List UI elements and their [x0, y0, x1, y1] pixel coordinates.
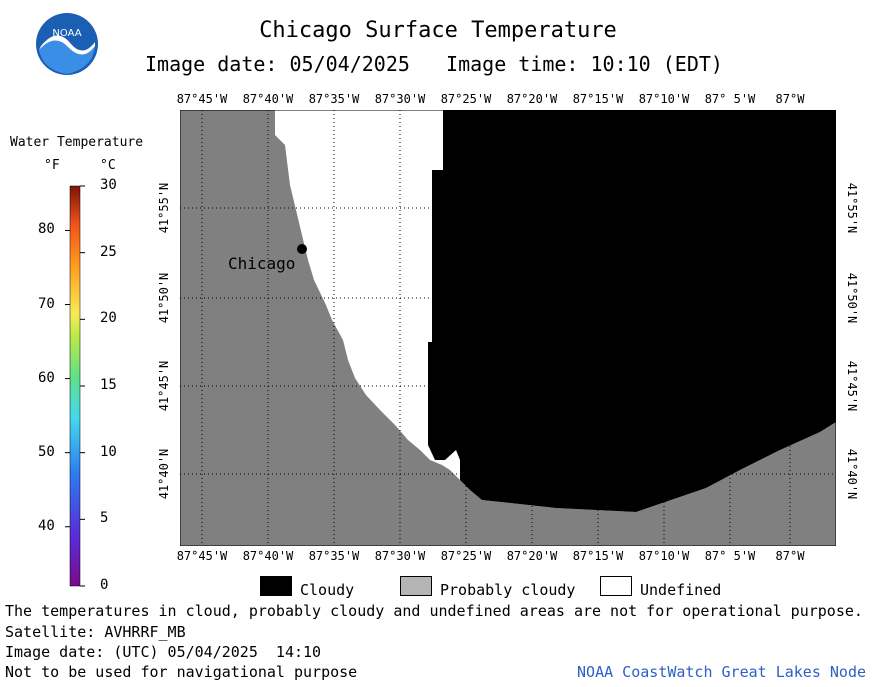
legend-label-probably-cloudy: Probably cloudy [440, 581, 576, 599]
lat-label-right: 41°40'N [845, 448, 859, 500]
city-label-chicago: Chicago [228, 254, 295, 273]
noaa-logo-text: NOAA [52, 28, 81, 39]
unit-celsius: °C [100, 158, 116, 173]
lon-label-bottom: 87°35'W [308, 549, 360, 563]
utc-date-note: Image date: (UTC) 05/04/2025 14:10 [5, 643, 322, 661]
navigation-note: Not to be used for navigational purpose [5, 663, 358, 681]
colorbar [65, 185, 85, 587]
celsius-tick-label: 10 [100, 443, 117, 460]
legend-swatch-cloudy [260, 576, 292, 596]
lat-label-right: 41°55'N [845, 182, 859, 234]
celsius-tick-label: 30 [100, 177, 117, 193]
page-title: Chicago Surface Temperature [259, 18, 617, 43]
map-area: Chicago [180, 110, 836, 546]
lat-label-left: 41°40'N [157, 448, 171, 500]
lon-label-bottom: 87°15'W [572, 549, 624, 563]
noaa-logo-bird [39, 35, 95, 55]
unit-fahrenheit: °F [44, 158, 60, 173]
lon-label-top: 87°30'W [374, 92, 426, 106]
legend-swatch-undefined [600, 576, 632, 596]
satellite-note: Satellite: AVHRRF_MB [5, 623, 186, 641]
lat-label-right: 41°45'N [845, 360, 859, 412]
land-area [180, 110, 836, 546]
chicago-marker [297, 244, 307, 254]
lat-label-left: 41°45'N [157, 360, 171, 412]
fahrenheit-tick-label: 70 [38, 295, 55, 312]
lon-label-top: 87°45'W [176, 92, 228, 106]
credit-link[interactable]: NOAA CoastWatch Great Lakes Node [577, 663, 866, 681]
fahrenheit-tick-label: 60 [38, 369, 55, 386]
lon-label-bottom: 87°45'W [176, 549, 228, 563]
fahrenheit-tick-label: 40 [38, 517, 55, 534]
lon-label-bottom: 87°25'W [440, 549, 492, 563]
lat-label-right: 41°50'N [845, 272, 859, 324]
lon-label-bottom: 87°40'W [242, 549, 294, 563]
lon-label-top: 87°40'W [242, 92, 294, 106]
graticule [180, 110, 836, 546]
celsius-tick-label: 5 [100, 510, 109, 527]
lon-label-bottom: 87°10'W [638, 549, 690, 563]
lon-label-top: 87°25'W [440, 92, 492, 106]
lon-label-bottom: 87°30'W [374, 549, 426, 563]
lon-label-top: 87°15'W [572, 92, 624, 106]
lon-label-bottom: 87°20'W [506, 549, 558, 563]
disclaimer-note: The temperatures in cloud, probably clou… [5, 602, 863, 620]
lon-label-top: 87°35'W [308, 92, 360, 106]
legend-label-undefined: Undefined [640, 581, 722, 599]
legend-swatch-probably-cloudy [400, 576, 432, 596]
fahrenheit-tick-label: 50 [38, 443, 55, 460]
lon-label-top: 87°W [775, 92, 805, 106]
noaa-logo-wave [39, 40, 95, 74]
lon-label-top: 87°20'W [506, 92, 558, 106]
lon-label-bottom: 87° 5'W [704, 549, 756, 563]
colorbar-title: Water Temperature [10, 135, 144, 150]
cloudy-area [428, 110, 836, 512]
lat-label-left: 41°55'N [157, 182, 171, 234]
celsius-tick-label: 0 [100, 577, 109, 593]
noaa-logo: NOAA [35, 12, 99, 76]
celsius-tick-label: 20 [100, 310, 117, 327]
lon-label-top: 87° 5'W [704, 92, 756, 106]
lon-label-bottom: 87°W [775, 549, 805, 563]
celsius-tick-label: 15 [100, 377, 117, 393]
fahrenheit-tick-label: 80 [38, 221, 55, 238]
legend-label-cloudy: Cloudy [300, 581, 355, 599]
lat-label-left: 41°50'N [157, 272, 171, 324]
colorbar-gradient [69, 185, 81, 587]
lon-label-top: 87°10'W [638, 92, 690, 106]
image-date-time: Image date: 05/04/2025 Image time: 10:10… [145, 52, 723, 76]
celsius-tick-label: 25 [100, 243, 117, 260]
